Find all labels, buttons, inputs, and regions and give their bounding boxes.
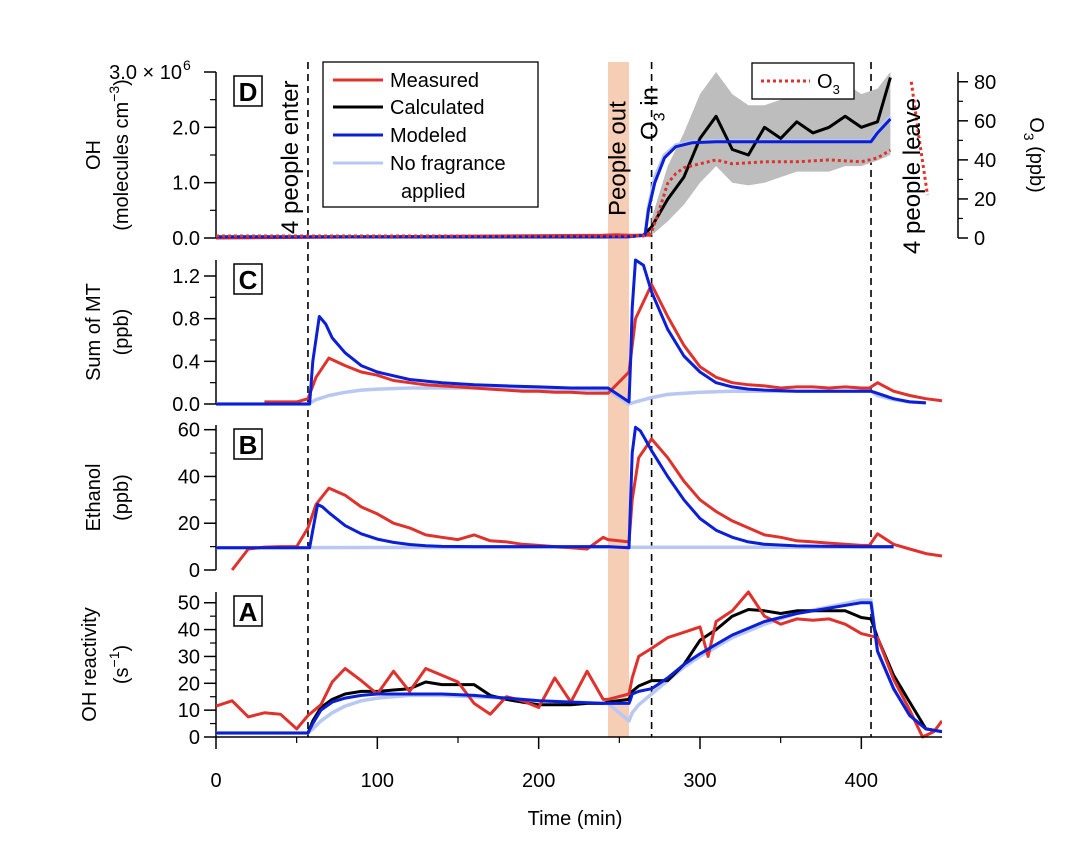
panel-D: 0.01.02.03.0 × 10 6OH (molecules cm−3) D020… [83,57,1047,250]
panel-letter-D: D [239,77,258,107]
right-label-part: (ppb) [1025,141,1047,193]
annotation-o3-main: O [637,121,664,140]
y-label-sup: −1 [106,651,122,667]
legend-label: Modeled [390,125,467,147]
right-tick-label-D: 0 [974,228,985,250]
y-tick-label-A: 10 [178,700,200,722]
y-tick-label-B: 20 [178,513,200,535]
y-tick-label-B: 60 [178,420,200,442]
y-tick-label-D: 0.0 [172,228,200,250]
right-tick-label-D: 40 [974,150,996,172]
legend-o3-label: O3 [817,71,840,97]
legend: Measured Calculated Modeled No fragrance app… [322,61,539,208]
y-tick-label-main: 3.0 × 10 [109,62,182,84]
annotation-o3-in: O3 in [637,87,669,140]
panel-letter-box-B [233,428,263,460]
y-tick-exponent: 6 [183,57,191,73]
y-tick-label-C: 0.0 [172,394,200,416]
panel-B: 0 20 40 60 Ethanol (ppb) B [83,420,942,582]
series-modeled-B [216,425,894,550]
y-tick-label-D: 3.0 × 10 [109,62,182,84]
y-tick-label-D: 1.0 [172,173,200,195]
y-tick-label-A: 30 [178,646,200,668]
series-no-fragrance-applied-A [216,598,928,735]
x-tick-label: 100 [361,770,394,792]
y-label-sup: −3 [106,86,122,102]
y-label-part: (molecules cm [111,102,133,231]
panel-letter-box-A [233,595,263,627]
y-label-B-line2: (ppb) [111,474,133,521]
y-tick-label-B: 0 [189,560,200,582]
annotation-o3-sub: 3 [652,112,669,121]
y-label-A-line1: OH reactivity [79,607,101,721]
y-tick-label-D: 2.0 [172,117,200,139]
x-tick-label: 300 [683,770,716,792]
right-tick-label-D: 20 [974,189,996,211]
y-tick-label-A: 0 [189,727,200,749]
panel-letter-C: C [239,265,258,295]
y-tick-label-C: 1.2 [172,266,200,288]
series-calculated-D [216,77,892,239]
legend-label: No fragrance [390,153,506,175]
series-measured-C [264,283,942,404]
y-tick-label-A: 50 [178,593,200,615]
series-o3-after-leave-D [909,81,929,196]
series-calculated-A [216,608,942,735]
series-modeled-A [216,601,942,735]
y-tick-label-C: 0.4 [172,351,200,373]
legend-o3-main: O [817,71,833,93]
right-axis-label-D: O3 (ppb) [1021,117,1047,193]
y-label-D-line1: OH [83,140,105,170]
x-tick-label: 200 [522,770,555,792]
y-label-part: (s [111,667,133,684]
right-tick-label-D: 80 [974,72,996,94]
legend-label: Measured [390,70,479,92]
y-label-B-line1: Ethanol [83,464,105,532]
annotation-people-leave: 4 people leave [899,98,926,254]
annotation-people-enter: 4 people enter [277,81,304,234]
y-label-part: ) [111,79,133,86]
x-tick-label: 0 [210,770,221,792]
legend-o3-sub: 3 [833,82,840,97]
series-calculated-range [651,72,891,236]
y-tick-label-B: 40 [178,466,200,488]
panel-letter-B: B [239,430,258,460]
y-tick-label-C: 0.8 [172,309,200,331]
y-label-C-line2: (ppb) [111,309,133,356]
annotation-o3-rest: in [637,87,664,112]
right-label-sub: 3 [1021,133,1037,141]
people-out-band [608,62,630,737]
y-label-C-line1: Sum of MT [83,283,105,381]
x-axis-label: Time (min) [528,808,623,830]
right-tick-label-D: 60 [974,111,996,133]
panel-C: 0.0 0.4 0.8 1.2 Sum of MT (ppb) C [83,258,942,416]
panel-letter-box-D [233,75,263,107]
legend-label: Calculated [390,97,485,119]
y-tick-label-A: 40 [178,620,200,642]
series-modeled-D [216,117,892,239]
series-measured-A [216,590,942,739]
panel-letter-box-C [233,263,263,295]
series-measured-B [230,437,942,571]
legend-o3: O3 [751,62,855,100]
right-label-part: O [1025,117,1047,133]
annotations: 4 people enter People out O3 in 4 people le… [277,81,926,254]
panel-letter-A: A [239,597,258,627]
series-o3-D [216,148,892,238]
y-label-D-line2: (molecules cm−3) [106,79,133,231]
series-modeled-C [216,258,926,406]
legend-label: applied [401,181,466,203]
y-label-A-line2: (s−1) [106,645,133,684]
x-tick-label: 400 [845,770,878,792]
x-axis: 0 100 200 300 400 Time (min) [210,736,942,830]
annotation-people-out: People out [605,101,632,216]
y-label-part: ) [111,645,133,652]
y-tick-label-A: 20 [178,673,200,695]
